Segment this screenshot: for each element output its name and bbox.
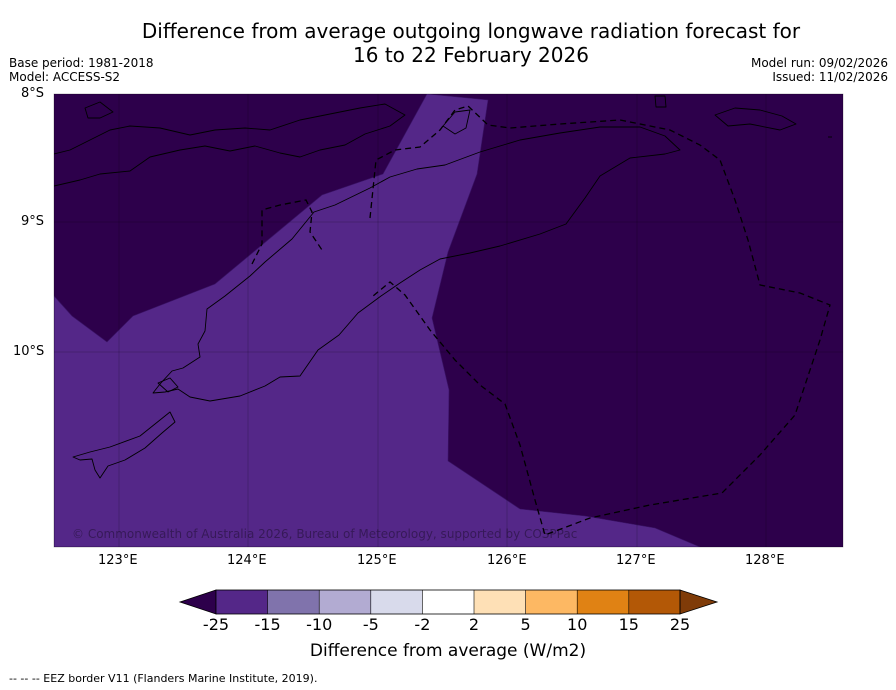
colorbar-tick: 25 [669,615,691,634]
lat-label-9s: 9°S [21,214,45,229]
lat-label-8s: 8°S [21,86,45,101]
colorbar-bin-1 [216,590,268,614]
colorbar-tick: -15 [254,615,281,634]
colorbar-tick: -25 [202,615,230,634]
copyright-text: © Commonwealth of Australia 2026, Bureau… [72,527,577,541]
colorbar-bin-6 [474,590,526,614]
meta-left: Base period: 1981-2018 Model: ACCESS-S2 [9,56,154,84]
colorbar-label: Difference from average (W/m2) [309,641,587,661]
eez-border [251,105,831,536]
lon-label-123e: 123°E [98,553,138,568]
model-name: Model: ACCESS-S2 [9,70,121,84]
issued-date: Issued: 11/02/2026 [772,70,888,84]
colorbar-bin-8 [577,590,629,614]
colorbar-bin-3 [319,590,371,614]
footer-note: -- -- -- EEZ border V11 (Flanders Marine… [9,672,318,685]
title-line-1: Difference from average outgoing longwav… [141,19,801,43]
colorbar-bin-9 [628,590,681,614]
colorbar-tick: -5 [362,615,379,634]
colorbar-extend-max [679,589,719,615]
colorbar-tick: 10 [567,615,588,634]
colorbar-tick: -2 [414,615,431,634]
lon-label-126e: 126°E [487,553,527,568]
chart-title: Difference from average outgoing longwav… [0,19,896,67]
lon-label-128e: 128°E [745,553,785,568]
model-run: Model run: 09/02/2026 [750,56,888,70]
lat-label-10s: 10°S [13,344,45,359]
moderate-anomaly-region [54,94,701,547]
colorbar-bin-7 [525,590,578,614]
lon-label-127e: 127°E [616,553,656,568]
colorbar-tick: 2 [468,615,480,634]
graticule [54,94,843,547]
colorbar-bin-5 [422,590,474,614]
colorbar-tick: 5 [520,615,531,634]
base-period: Base period: 1981-2018 [9,56,154,70]
colorbar-bin-2 [267,590,320,614]
lon-label-124e: 124°E [227,553,267,568]
colorbar-tick: -10 [306,615,333,634]
lon-label-125e: 125°E [357,553,397,568]
colorbar-bin-4 [370,590,423,614]
meta-right: Model run: 09/02/2026 Issued: 11/02/2026 [751,56,888,84]
coastline [54,95,832,479]
title-line-2: 16 to 22 February 2026 [353,43,589,67]
colorbar-tick: 15 [618,615,639,634]
colorbar-extend-min [178,589,217,615]
